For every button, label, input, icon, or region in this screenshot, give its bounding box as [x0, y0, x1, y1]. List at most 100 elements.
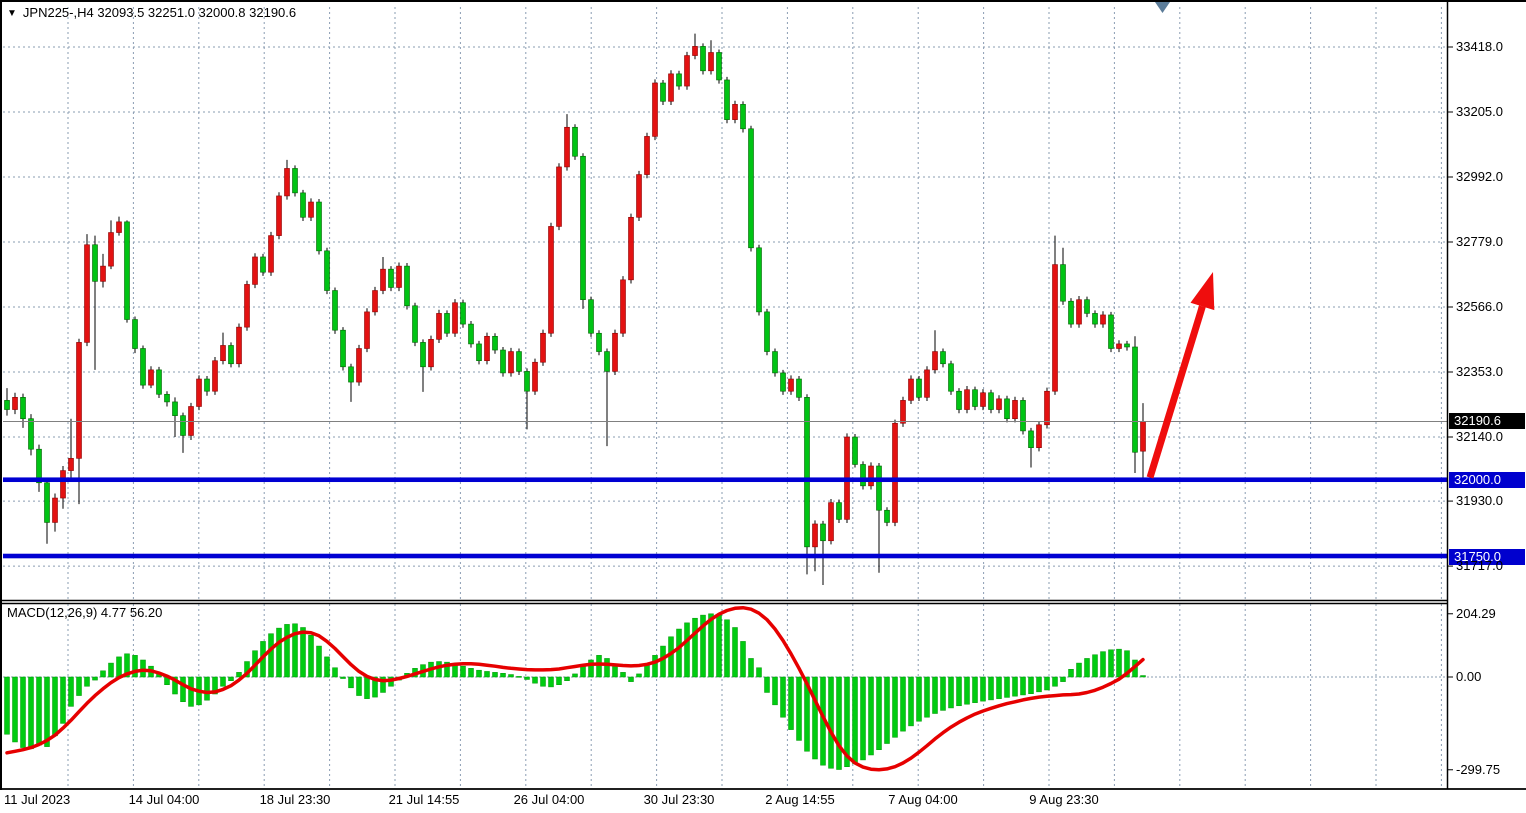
macd-bar	[972, 676, 978, 703]
support-line-32000.0[interactable]	[3, 477, 1447, 483]
candle-body	[636, 174, 642, 218]
candle-body	[412, 305, 418, 343]
candle-body	[172, 401, 178, 416]
macd-bar	[964, 676, 970, 705]
macd-bar	[124, 653, 130, 678]
macd-axis-label: -299.75	[1456, 761, 1501, 777]
candle-body	[1124, 343, 1130, 348]
candle-body	[68, 458, 74, 471]
candle-body	[348, 366, 354, 383]
macd-bar	[588, 659, 594, 678]
macd-bar	[172, 676, 178, 695]
macd-bar	[1036, 676, 1042, 693]
candle-body	[124, 221, 130, 320]
macd-bar	[276, 627, 282, 678]
price-axis-label: 33418.0	[1456, 39, 1503, 54]
candle-body	[444, 313, 450, 334]
candle-body	[1076, 299, 1082, 325]
macd-bar	[1124, 650, 1130, 678]
candle-body	[76, 342, 82, 459]
price-axis-label: 32140.0	[1456, 429, 1503, 444]
macd-bar	[860, 676, 866, 761]
trend-arrow[interactable]	[1146, 272, 1215, 479]
candle-body	[892, 422, 898, 523]
candle-body	[988, 392, 994, 410]
candle-body	[236, 326, 242, 365]
candle-body	[932, 351, 938, 371]
candle-body	[556, 166, 562, 227]
candle-body	[788, 378, 794, 392]
macd-bar	[1060, 676, 1066, 682]
macd-bar	[916, 676, 922, 722]
support-line-31750.0[interactable]	[3, 553, 1447, 559]
candle-body	[260, 256, 266, 273]
candle-body	[628, 216, 634, 281]
macd-bar	[132, 655, 138, 678]
candle-body	[276, 195, 282, 236]
candle-body	[924, 369, 930, 398]
candle-body	[284, 168, 290, 197]
time-axis-label: 7 Aug 04:00	[888, 792, 958, 807]
macd-bar	[28, 676, 34, 750]
macd-bar	[724, 619, 730, 678]
macd-bar	[580, 665, 586, 678]
symbol-marker-icon: ▼	[7, 8, 17, 19]
candle-body	[532, 361, 538, 392]
candle-body	[396, 265, 402, 288]
candle-body	[388, 268, 394, 288]
macd-bar	[932, 676, 938, 714]
macd-bar	[348, 676, 354, 689]
macd-bar	[852, 676, 858, 764]
macd-bar	[332, 667, 338, 678]
macd-bar	[556, 676, 562, 685]
macd-bar	[636, 673, 642, 678]
candle-body	[996, 398, 1002, 410]
macd-bar	[844, 676, 850, 767]
candle-body	[588, 299, 594, 334]
candle-body	[1132, 346, 1138, 453]
candle-body	[524, 371, 530, 392]
macd-bar	[268, 633, 274, 678]
macd-bar	[220, 676, 226, 687]
candle-body	[20, 397, 26, 419]
price-axis-label: 31930.0	[1456, 493, 1503, 509]
macd-bar	[76, 676, 82, 696]
chart-title-row: ▼ JPN225-,H4 32093.5 32251.0 32000.8 3219…	[7, 5, 296, 20]
candle-body	[212, 360, 218, 392]
time-axis-label: 30 Jul 23:30	[643, 792, 715, 807]
candle-body	[116, 221, 122, 233]
macd-bar	[524, 676, 530, 680]
macd-bar	[316, 645, 322, 678]
macd-bar	[884, 676, 890, 744]
macd-bar	[540, 676, 546, 687]
macd-bar	[212, 676, 218, 695]
macd-bar	[780, 676, 786, 718]
macd-bar	[908, 676, 914, 727]
price-axis-label: 32779.0	[1456, 234, 1503, 249]
price-axis-label: 31717.0	[1456, 558, 1503, 574]
macd-bar	[284, 624, 290, 678]
candle-body	[468, 323, 474, 345]
candle-body	[516, 351, 522, 372]
candle-body	[860, 464, 866, 487]
candle-body	[316, 201, 322, 252]
macd-bar	[596, 655, 602, 678]
candle-body	[140, 348, 146, 386]
candle-body	[92, 244, 98, 282]
candle-body	[676, 73, 682, 87]
macd-bar	[188, 676, 194, 707]
macd-bar	[716, 614, 722, 678]
macd-bar	[20, 676, 26, 748]
macd-bar	[804, 676, 810, 752]
macd-bar	[380, 676, 386, 693]
candle-body	[764, 311, 770, 352]
chart-borders	[0, 0, 1526, 790]
candle-body	[356, 348, 362, 383]
macd-bar	[372, 676, 378, 698]
candle-body	[828, 502, 834, 542]
candle-body	[36, 448, 42, 484]
macd-bar	[12, 676, 18, 743]
macd-bar	[340, 676, 346, 679]
